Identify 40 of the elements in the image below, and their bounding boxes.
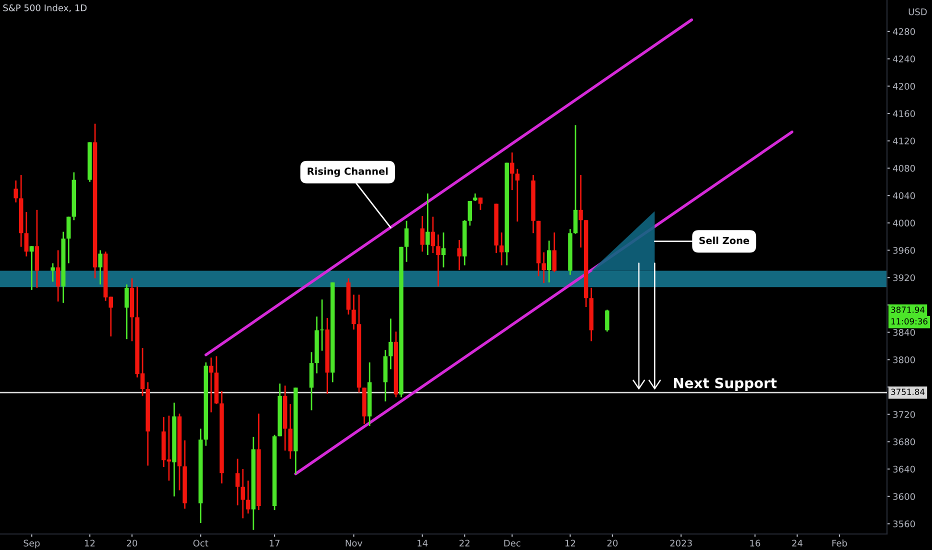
text: 11:09:36 [891, 318, 928, 324]
x-tick-label: 17 [270, 540, 280, 546]
y-tick-label: 4120 [892, 138, 915, 144]
x-tick-label: Oct [193, 540, 208, 547]
text: USD [908, 8, 927, 16]
y-tick-label: 3920 [893, 274, 915, 282]
y-tick-label: 3560 [893, 520, 915, 528]
text: 3871.94 [891, 306, 925, 313]
annotation: Sell Zone [699, 236, 750, 244]
y-tick-label: 4080 [892, 164, 915, 172]
y-tick-label: 3680 [893, 438, 915, 446]
x-tick-label: 20 [126, 540, 138, 547]
y-tick-label: 3800 [893, 356, 915, 364]
y-tick-label: 3640 [893, 466, 915, 473]
x-tick-label: 14 [418, 540, 428, 546]
x-tick-label: Feb [832, 540, 847, 547]
x-tick-label: 2023 [670, 540, 692, 547]
x-tick-label: Nov [346, 540, 362, 547]
y-tick-label: 3600 [893, 493, 915, 500]
y-tick-label: 4000 [892, 220, 915, 226]
y-tick-label: 4200 [892, 82, 915, 90]
text: 3751.84 [891, 388, 925, 395]
ref-line-label: Next Support [674, 378, 777, 391]
annotation: Rising Channel [308, 167, 388, 177]
y-tick-label: 4160 [892, 110, 915, 118]
x-tick-label: 24 [792, 540, 802, 546]
y-tick-label: 3960 [893, 246, 915, 254]
y-tick-label: 3720 [893, 411, 915, 418]
x-tick-label: 16 [750, 540, 760, 547]
x-tick-label: 22 [460, 540, 470, 546]
chart-title: S&P 500 Index, 1D [3, 4, 87, 12]
x-tick-label: 12 [85, 540, 95, 546]
y-tick-label: 3840 [893, 329, 915, 336]
x-tick-label: Sep [24, 540, 40, 548]
x-tick-label: Dec [504, 540, 520, 547]
y-tick-label: 4040 [892, 192, 915, 200]
y-tick-label: 4240 [892, 56, 915, 62]
y-tick-label: 4280 [892, 28, 915, 36]
x-tick-label: 20 [607, 540, 618, 547]
x-tick-label: 12 [565, 540, 576, 546]
